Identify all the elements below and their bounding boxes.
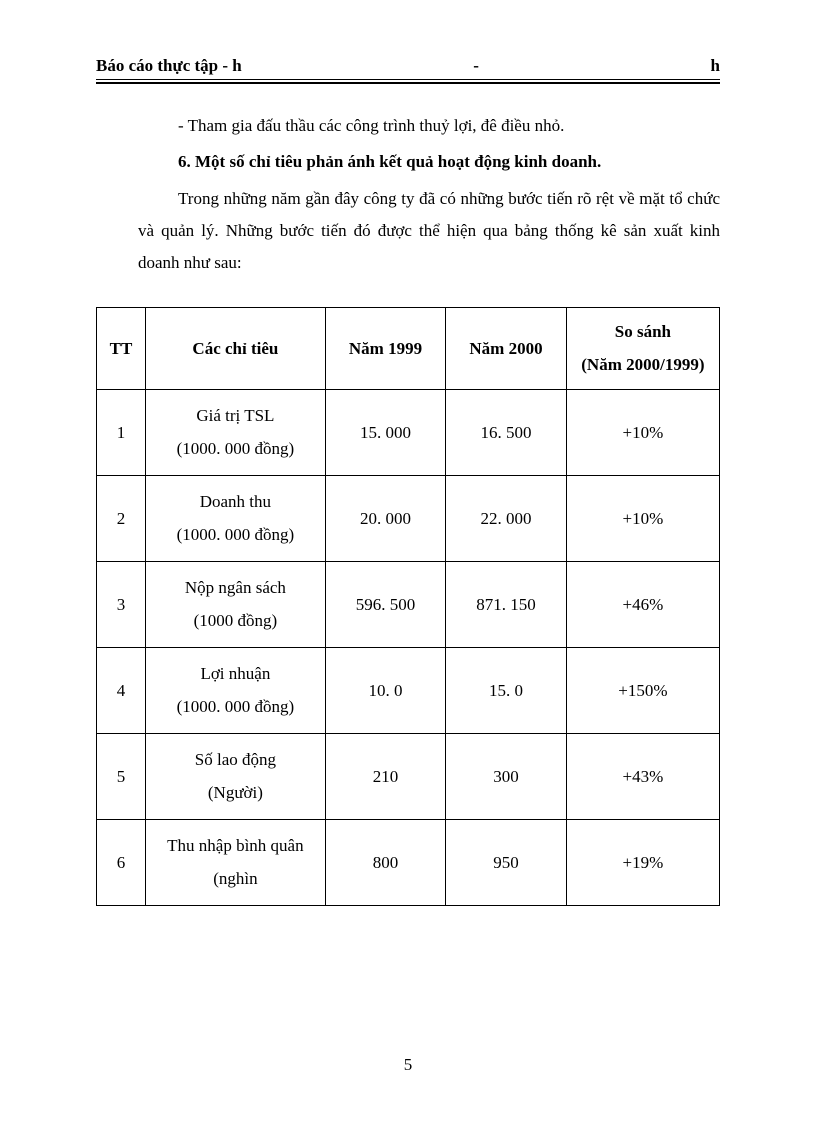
indicator-line2: (1000 đồng)	[150, 605, 321, 637]
header-left: Báo cáo thực tập - h	[96, 56, 242, 76]
col-header-year1: Năm 1999	[325, 308, 446, 390]
cell-tt: 4	[97, 648, 146, 734]
table-header-row: TT Các chỉ tiêu Năm 1999 Năm 2000 So sán…	[97, 308, 720, 390]
cell-year2: 300	[446, 734, 567, 820]
cell-tt: 2	[97, 476, 146, 562]
indicator-line1: Số lao động	[150, 744, 321, 776]
cell-compare: +19%	[566, 820, 719, 906]
indicator-line1: Nộp ngân sách	[150, 572, 321, 604]
cell-indicator: Nộp ngân sách (1000 đồng)	[146, 562, 326, 648]
cell-year1: 800	[325, 820, 446, 906]
table-row: 1 Giá trị TSL (1000. 000 đồng) 15. 000 1…	[97, 390, 720, 476]
indicator-line2: (1000. 000 đồng)	[150, 433, 321, 465]
cell-indicator: Lợi nhuận (1000. 000 đồng)	[146, 648, 326, 734]
col-header-compare: So sánh (Năm 2000/1999)	[566, 308, 719, 390]
cell-year2: 16. 500	[446, 390, 567, 476]
indicator-line2: (1000. 000 đồng)	[150, 691, 321, 723]
indicator-line1: Giá trị TSL	[150, 400, 321, 432]
header-double-rule	[96, 79, 720, 84]
indicator-line2: (Người)	[150, 777, 321, 809]
cell-year2: 22. 000	[446, 476, 567, 562]
intro-paragraph: Trong những năm gần đây công ty đã có nh…	[138, 183, 720, 280]
table-row: 5 Số lao động (Người) 210 300 +43%	[97, 734, 720, 820]
cell-year1: 20. 000	[325, 476, 446, 562]
running-header: Báo cáo thực tập - h - h	[96, 56, 720, 79]
cell-year1: 210	[325, 734, 446, 820]
cell-compare: +46%	[566, 562, 719, 648]
cell-compare: +150%	[566, 648, 719, 734]
cell-year1: 10. 0	[325, 648, 446, 734]
cell-indicator: Số lao động (Người)	[146, 734, 326, 820]
body-text-block: - Tham gia đấu thầu các công trình thuỷ …	[138, 110, 720, 279]
col-header-tt: TT	[97, 308, 146, 390]
indicator-line1: Thu nhập bình quân	[150, 830, 321, 862]
cell-compare: +43%	[566, 734, 719, 820]
cell-tt: 6	[97, 820, 146, 906]
cell-compare: +10%	[566, 476, 719, 562]
col-header-indicator: Các chỉ tiêu	[146, 308, 326, 390]
table-row: 4 Lợi nhuận (1000. 000 đồng) 10. 0 15. 0…	[97, 648, 720, 734]
header-right: h	[711, 56, 720, 76]
table-row: 3 Nộp ngân sách (1000 đồng) 596. 500 871…	[97, 562, 720, 648]
cell-compare: +10%	[566, 390, 719, 476]
cell-year2: 15. 0	[446, 648, 567, 734]
cell-indicator: Doanh thu (1000. 000 đồng)	[146, 476, 326, 562]
col-header-year2: Năm 2000	[446, 308, 567, 390]
header-center: -	[473, 56, 479, 76]
cell-indicator: Thu nhập bình quân (nghìn	[146, 820, 326, 906]
page-number: 5	[0, 1055, 816, 1075]
cell-tt: 1	[97, 390, 146, 476]
cell-year2: 871. 150	[446, 562, 567, 648]
cell-year2: 950	[446, 820, 567, 906]
cell-year1: 15. 000	[325, 390, 446, 476]
cell-indicator: Giá trị TSL (1000. 000 đồng)	[146, 390, 326, 476]
indicator-line1: Lợi nhuận	[150, 658, 321, 690]
table-row: 2 Doanh thu (1000. 000 đồng) 20. 000 22.…	[97, 476, 720, 562]
table-body: 1 Giá trị TSL (1000. 000 đồng) 15. 000 1…	[97, 390, 720, 906]
section-heading: 6. Một số chỉ tiêu phản ánh kết quả hoạt…	[138, 146, 720, 178]
indicator-line1: Doanh thu	[150, 486, 321, 518]
indicators-table: TT Các chỉ tiêu Năm 1999 Năm 2000 So sán…	[96, 307, 720, 906]
cell-year1: 596. 500	[325, 562, 446, 648]
compare-line2: (Năm 2000/1999)	[571, 349, 715, 381]
indicator-line2: (nghìn	[150, 863, 321, 895]
cell-tt: 5	[97, 734, 146, 820]
page: Báo cáo thực tập - h - h - Tham gia đấu …	[0, 0, 816, 966]
bullet-line: - Tham gia đấu thầu các công trình thuỷ …	[138, 110, 720, 142]
indicator-line2: (1000. 000 đồng)	[150, 519, 321, 551]
table-row: 6 Thu nhập bình quân (nghìn 800 950 +19%	[97, 820, 720, 906]
compare-line1: So sánh	[571, 316, 715, 348]
cell-tt: 3	[97, 562, 146, 648]
